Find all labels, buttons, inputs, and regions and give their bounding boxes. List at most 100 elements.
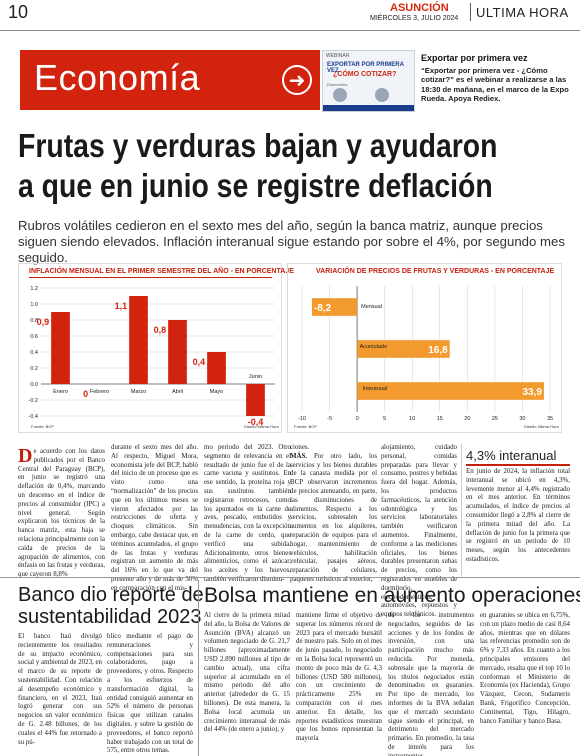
x-category-label: Marzo [131,389,146,395]
bar [207,352,226,384]
data-label: 0,9 [37,317,50,327]
sidebar-accent-rule [466,464,570,466]
story-headline: Banco dio reporte de sustentabilidad 202… [18,584,204,628]
x-tick-label: 35 [547,416,553,422]
chart-title: INFLACIÓN MENSUAL EN EL PRIMER SEMESTRE … [29,268,294,275]
article-column: El banco Itaú divulgó recientemente los … [18,633,102,746]
ad-headline: EXPORTAR POR PRIMERA VEZ [327,62,404,74]
chart-title-rule [29,277,272,278]
x-tick-label: 20 [464,416,470,422]
y-tick-label: 0.6 [30,334,38,340]
y-tick-label: 0.4 [30,350,38,356]
story-divider [198,580,199,756]
bar [168,320,187,384]
y-category-label: Interanual [363,386,387,392]
chart-source: Fuente: BCP [31,424,54,429]
section-title: Economía [34,57,201,98]
headline-line: sustentabilidad 2023 [18,606,202,628]
arrow-right-icon: ➜ [282,65,312,95]
article-column: ciones. MÁS. Por otro lado, los servicio… [290,444,377,585]
x-category-label: Abril [172,389,183,395]
article-column: de los instrumentos negociados, seguidos… [388,612,474,756]
column-text: ciones. MÁS. Por otro lado, los servicio… [290,444,377,583]
story-headline: Bolsa mantiene en aumento operaciones [204,584,580,607]
y-tick-label: 0.0 [30,382,38,388]
article-column: blico mediante el pago de remuneraciones… [107,633,193,755]
chart-title: VARIACIÓN DE PRECIOS DE FRUTAS Y VERDURA… [316,268,555,275]
y-category-label: Acumulado [360,344,388,350]
article-headline: Frutas y verduras bajan y ayudaron a que… [18,126,498,206]
bar [357,340,450,358]
page-number: 10 [8,2,29,22]
chart-credit: Diseño Última Hora [244,424,279,429]
newspaper-name: ASUNCIÓN [390,2,449,14]
bar [246,384,265,416]
hbar-chart-plot: -10 -5 0 5 10 15 20 25 30 35 -8,2 Mensual 16,8 Acumul… [298,286,553,422]
y-tick-label: 0.2 [30,366,38,372]
x-tick-label: 30 [519,416,525,422]
article-column: durante el sexto mes del año. Al respect… [111,444,198,592]
headline-line: Banco dio reporte de [18,584,204,606]
header-rule [0,30,580,31]
x-tick-label: -10 [298,416,306,422]
x-category-label: Mayo [210,389,223,395]
article-column: alojamiento, cuidado personal, comidas p… [381,444,457,619]
data-label: -0,4 [248,417,264,427]
bar [311,298,358,316]
ad-title: Exportar por primera vez [421,53,528,63]
y-tick-label: 1.0 [30,302,38,308]
column-lead: MÁS. [290,452,314,460]
sidebar-text: En junio de 2024, la inflación total int… [466,468,570,563]
y-tick-label: 0.8 [30,318,38,324]
x-tick-label: 10 [409,416,415,422]
headline-line: a que en junio se registre deflación [18,167,493,204]
sidebar-divider [461,444,462,576]
ad-brand: WEBINAR [326,53,350,59]
webinar-ad-image: WEBINAR EXPORTAR POR PRIMERA VEZ ¿CÓMO C… [322,50,415,112]
ad-body: “Exportar por primera vez - ¿Cómo cotiza… [421,66,569,103]
chart-source: Fuente: BCP [294,424,317,429]
issue-date: MIÉRCOLES 3, JULIO 2024 [370,15,459,22]
header-section-label: ULTIMA HORA [476,5,569,20]
section-banner [20,50,320,110]
ad-speakers-label: Disertantes: [327,82,349,87]
ad-footer-bar [323,105,414,111]
bar [129,296,148,384]
x-tick-label: 0 [356,416,359,422]
ad-subheadline: ¿CÓMO COTIZAR? [333,71,397,78]
article-column: mo periodo del 2023. Otro segmento de re… [204,444,291,583]
data-label: 33,9 [522,387,542,398]
data-label: 1,1 [115,301,128,311]
x-category-label: Junio [249,374,262,380]
speaker-photo [333,88,347,102]
data-label: 0 [83,389,88,399]
y-tick-label: -0.4 [29,414,38,420]
data-label: 0,4 [193,357,206,367]
data-label: 16,8 [428,345,448,356]
x-tick-label: 15 [437,416,443,422]
speaker-photo [375,88,389,102]
x-tick-label: 25 [492,416,498,422]
chart-credit: Diseño Última Hora [524,424,559,429]
fruit-veg-price-chart: VARIACIÓN DE PRECIOS DE FRUTAS Y VERDURA… [287,263,562,433]
x-category-label: Enero [53,389,68,395]
y-tick-label: -0.2 [29,398,38,404]
data-label: -8,2 [314,303,332,314]
drop-cap: D [18,445,33,467]
bar [357,382,544,400]
y-tick-label: 1.2 [30,286,38,292]
section-rule [0,577,580,578]
sidebar-title: 4,3% interanual [466,448,557,463]
data-label: 0,8 [154,325,167,335]
monthly-inflation-chart: INFLACIÓN MENSUAL EN EL PRIMER SEMESTRE … [18,263,294,433]
x-category-label: Febrero [90,389,109,395]
headline-line: Frutas y verduras bajan y ayudaron [18,127,498,164]
bar [51,312,70,384]
bar-chart-plot: 1.2 1.0 0.8 0.6 0.4 0.2 0.0 -0.2 -0.4 0,9 Enero 0 Fe… [29,286,275,427]
article-column: mantiene firme el objetivo de superar lo… [296,612,382,743]
x-tick-label: -5 [327,416,332,422]
x-tick-label: 5 [383,416,386,422]
column-text: e acuerdo con los datos publicados por e… [18,448,105,579]
article-column: en guaraníes se ubica en 6,75%, con un p… [480,612,570,725]
